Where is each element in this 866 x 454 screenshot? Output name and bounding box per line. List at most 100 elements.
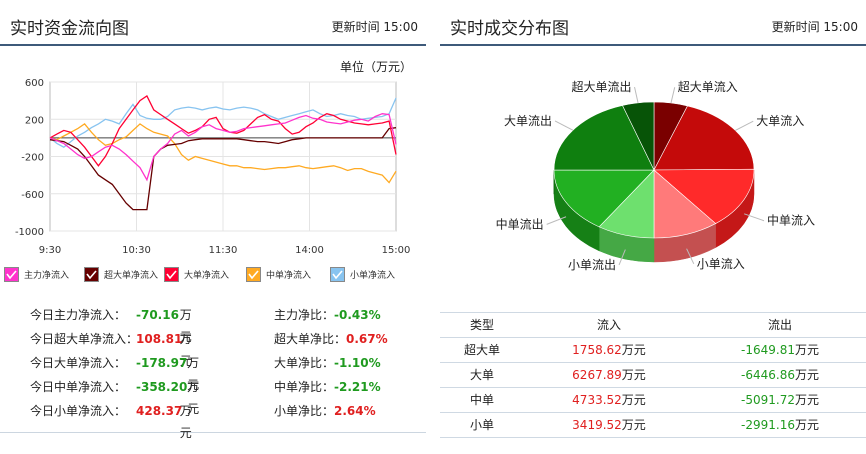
header-type: 类型 xyxy=(469,318,494,332)
table-header: 类型 流入 流出 xyxy=(440,312,866,338)
legend-label: 大单净流入 xyxy=(184,271,230,281)
table-row: 大单 6267.89万元 -6446.86万元 xyxy=(440,363,866,388)
pie-label: 大单流出 xyxy=(504,114,552,128)
stat-ratio-row: 超大单净比：0.67% xyxy=(274,328,388,350)
row-out-unit: 万元 xyxy=(794,343,819,357)
series-line-0 xyxy=(49,113,397,182)
y-tick-label: 600 xyxy=(25,78,44,89)
row-in-unit: 万元 xyxy=(621,393,646,407)
stat-ratio-label: 大单净比： xyxy=(274,356,335,370)
left-update-label: 更新时间 xyxy=(331,20,380,34)
row-in-cell: 1758.62万元 xyxy=(524,338,694,362)
stat-row: 今日超大单净流入： 108.81 万元 xyxy=(30,328,192,368)
stat-unit: 万元 xyxy=(187,356,200,392)
stat-ratio-label: 小单净比： xyxy=(274,404,335,418)
table-row: 中单 4733.52万元 -5091.72万元 xyxy=(440,388,866,413)
stat-value: 108.81 xyxy=(136,332,183,346)
x-tick-label: 10:30 xyxy=(122,245,151,256)
y-tick-label: -600 xyxy=(21,190,44,201)
left-update-value: 15:00 xyxy=(383,20,418,34)
row-out: -1649.81 xyxy=(741,343,795,357)
row-type: 大单 xyxy=(469,368,494,382)
legend-item[interactable]: 超大单净流入 xyxy=(84,267,158,282)
stat-ratio-row: 中单净比：-2.21% xyxy=(274,376,381,398)
stat-value: -178.97 xyxy=(136,356,188,370)
row-in-unit: 万元 xyxy=(621,368,646,382)
legend-item[interactable]: 中单净流入 xyxy=(246,267,311,282)
pie-leader xyxy=(686,248,695,265)
left-header: 实时资金流向图 更新时间 15:00 xyxy=(0,0,426,46)
x-tick-label: 9:30 xyxy=(39,245,61,256)
y-tick-label: 200 xyxy=(25,115,44,126)
legend-swatch xyxy=(330,267,345,282)
stat-unit: 万元 xyxy=(179,332,192,368)
pie-leader xyxy=(743,213,765,222)
stat-label: 今日超大单净流入： xyxy=(30,332,139,346)
row-in-cell: 3419.52万元 xyxy=(524,413,694,437)
stat-value: 428.37 xyxy=(136,404,183,418)
legend-item[interactable]: 大单净流入 xyxy=(164,267,229,282)
left-title: 实时资金流向图 xyxy=(10,19,129,39)
row-out-unit: 万元 xyxy=(794,418,819,432)
pie-slice-5[interactable] xyxy=(553,169,655,228)
pie-slice-2[interactable] xyxy=(653,168,755,224)
right-title: 实时成交分布图 xyxy=(450,19,569,39)
legend-swatch xyxy=(246,267,261,282)
row-type: 中单 xyxy=(469,393,494,407)
legend-swatch xyxy=(84,267,99,282)
row-type: 小单 xyxy=(469,418,494,432)
legend-swatch xyxy=(4,267,19,282)
row-in: 6267.89 xyxy=(572,368,622,382)
stat-label: 今日大单净流入： xyxy=(30,356,127,370)
pie-slice-7[interactable] xyxy=(622,101,655,171)
stat-unit: 万元 xyxy=(187,380,200,416)
right-header: 实时成交分布图 更新时间 15:00 xyxy=(440,0,866,46)
table-row: 小单 3419.52万元 -2991.16万元 xyxy=(440,413,866,438)
stat-row: 今日主力净流入： -70.16 万元 xyxy=(30,304,192,344)
right-update-value: 15:00 xyxy=(823,20,858,34)
legend-label: 小单净流入 xyxy=(350,271,396,281)
stat-label: 今日中单净流入： xyxy=(30,380,127,394)
row-out-unit: 万元 xyxy=(794,368,819,382)
stat-value: -70.16 xyxy=(136,308,179,322)
x-tick-label: 14:00 xyxy=(295,245,324,256)
flow-stats: 今日主力净流入： -70.16 万元 主力净比：-0.43% 今日超大单净流入： 108.… xyxy=(0,304,426,440)
trade-distribution-panel: 实时成交分布图 更新时间 15:00 超大单流入 大单流入 中单流入 小单流入 小单流出… xyxy=(440,0,866,454)
stat-value: -358.20 xyxy=(136,380,188,394)
pie-label: 大单流入 xyxy=(756,114,804,128)
legend-item[interactable]: 主力净流入 xyxy=(4,267,69,282)
unit-label: 单位（万元） xyxy=(339,60,412,74)
pie-slice-6[interactable] xyxy=(553,105,655,171)
check-icon xyxy=(166,270,177,280)
pie-label: 超大单流出 xyxy=(572,79,632,94)
pie-slice-1[interactable] xyxy=(653,105,755,171)
line-chart-legend: 主力净流入 超大单净流入 大单净流入 中单净流入 小单净流入 xyxy=(4,267,424,287)
stat-unit: 万元 xyxy=(179,308,192,344)
legend-label: 中单净流入 xyxy=(266,271,312,281)
table-row: 超大单 1758.62万元 -1649.81万元 xyxy=(440,338,866,363)
row-out: -5091.72 xyxy=(741,393,795,407)
header-in: 流入 xyxy=(596,318,621,332)
stat-ratio-label: 主力净比： xyxy=(274,308,335,322)
pie-leader xyxy=(554,120,574,131)
stat-ratio-value: 2.64% xyxy=(334,404,376,418)
row-out-cell: -6446.86万元 xyxy=(694,363,866,387)
stat-unit: 万元 xyxy=(179,404,192,440)
legend-item[interactable]: 小单净流入 xyxy=(330,267,395,282)
stat-ratio-row: 小单净比：2.64% xyxy=(274,400,376,422)
stat-row: 今日小单净流入： 428.37 万元 xyxy=(30,400,192,440)
check-icon xyxy=(86,270,97,280)
stat-row: 今日大单净流入： -178.97 万元 xyxy=(30,352,199,392)
legend-swatch xyxy=(164,267,179,282)
row-in: 4733.52 xyxy=(572,393,622,407)
pie-label: 中单流入 xyxy=(767,213,815,228)
trade-distribution-table: 类型 流入 流出 超大单 1758.62万元 -1649.81万元 大单 6267.89… xyxy=(440,312,866,438)
right-update-time: 更新时间 15:00 xyxy=(772,18,858,35)
row-out-cell: -1649.81万元 xyxy=(694,338,866,362)
row-in-cell: 4733.52万元 xyxy=(524,388,694,412)
check-icon xyxy=(248,270,259,280)
pie-label: 小单流入 xyxy=(697,257,745,271)
row-out-unit: 万元 xyxy=(794,393,819,407)
legend-label: 超大单净流入 xyxy=(104,271,159,281)
